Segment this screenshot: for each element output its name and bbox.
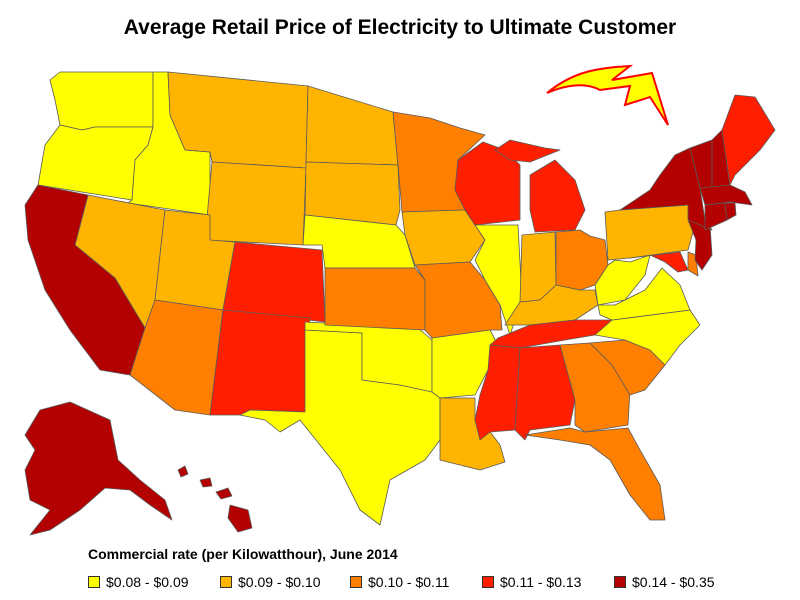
state-KS	[324, 267, 426, 331]
legend-swatch	[482, 576, 494, 588]
state-OK	[304, 321, 433, 393]
legend-label: $0.14 - $0.35	[632, 574, 715, 590]
legend: $0.08 - $0.09 $0.09 - $0.10 $0.10 - $0.1…	[88, 572, 788, 592]
legend-label: $0.10 - $0.11	[368, 574, 450, 590]
state-AR	[431, 329, 499, 399]
state-WA	[49, 71, 154, 131]
legend-swatch	[350, 576, 362, 588]
state-ND	[305, 85, 399, 166]
state-ME	[721, 94, 776, 186]
state-HI	[177, 465, 253, 533]
state-WI	[454, 141, 521, 226]
state-FL	[524, 427, 666, 521]
state-WY	[204, 161, 307, 246]
legend-swatch	[88, 576, 100, 588]
state-PA	[604, 204, 696, 261]
state-RI	[724, 202, 737, 221]
lightning-bolt-icon	[546, 64, 669, 126]
legend-item: $0.10 - $0.11	[350, 572, 449, 592]
state-CA	[24, 184, 146, 376]
state-LA	[439, 397, 506, 471]
state-IL	[474, 224, 523, 336]
legend-title: Commercial rate (per Kilowatthour), June…	[88, 546, 398, 562]
legend-item: $0.08 - $0.09	[88, 572, 189, 592]
map-title: Average Retail Price of Electricity to U…	[123, 16, 677, 39]
state-CT	[704, 202, 728, 231]
legend-swatch	[220, 576, 232, 588]
state-AK	[24, 401, 173, 536]
state-MA	[699, 184, 753, 206]
legend-swatch	[614, 576, 626, 588]
legend-label: $0.08 - $0.09	[106, 574, 189, 590]
state-SD	[304, 161, 401, 226]
legend-item: $0.14 - $0.35	[614, 572, 715, 592]
state-NM	[209, 309, 311, 416]
legend-item: $0.09 - $0.10	[220, 572, 321, 592]
legend-item: $0.11 - $0.13	[482, 572, 581, 592]
state-MO	[414, 261, 503, 339]
legend-label: $0.09 - $0.10	[238, 574, 321, 590]
legend-label: $0.11 - $0.13	[500, 574, 582, 590]
state-MI	[494, 139, 586, 233]
state-CO	[222, 241, 326, 323]
